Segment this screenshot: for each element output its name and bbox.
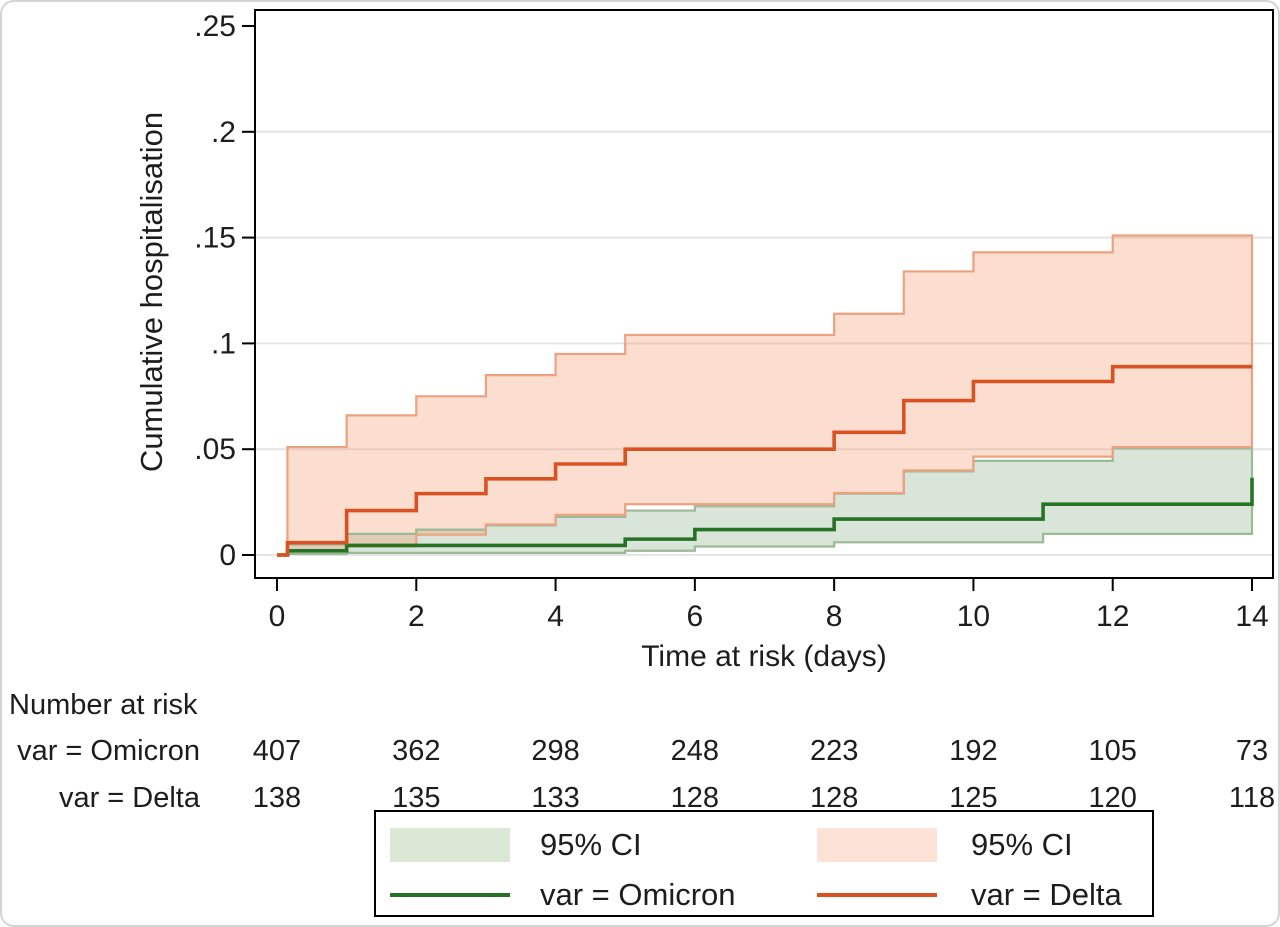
at-risk-value: 407 [252, 735, 302, 767]
at-risk-value: 128 [809, 782, 859, 814]
svg-text:.25: .25 [194, 10, 236, 43]
svg-text:8: 8 [826, 600, 843, 633]
at-risk-value: 248 [670, 735, 720, 767]
svg-text:.05: .05 [194, 433, 236, 466]
legend-swatch-omicron-ci [390, 828, 510, 862]
svg-text:0: 0 [219, 539, 236, 572]
svg-text:.15: .15 [194, 222, 236, 255]
at-risk-value: 128 [670, 782, 720, 814]
legend-item-label: 95% CI [540, 827, 642, 862]
at-risk-value: 73 [1235, 735, 1269, 767]
legend-line-omicron [390, 893, 510, 897]
legend: 95% CI 95% CI var = Omicron var = Delta [374, 810, 1154, 917]
at-risk-value: 133 [531, 782, 580, 814]
at-risk-value: 362 [392, 735, 441, 767]
svg-text:2: 2 [408, 600, 425, 633]
legend-item-label: var = Delta [971, 877, 1122, 912]
legend-line-delta [817, 893, 937, 897]
at-risk-value: 223 [809, 735, 859, 767]
x-axis-title: Time at risk (days) [641, 640, 887, 673]
at-risk-value: 298 [531, 735, 580, 767]
at-risk-value: 138 [252, 782, 302, 814]
at-risk-value: 125 [949, 782, 998, 814]
legend-item-label: var = Omicron [540, 877, 736, 912]
svg-text:12: 12 [1096, 600, 1129, 633]
svg-text:.1: .1 [211, 327, 236, 360]
at-risk-value: 105 [1088, 735, 1137, 767]
at-risk-row-label: var = Omicron [17, 735, 200, 767]
at-risk-value: 118 [1228, 782, 1276, 814]
svg-text:0: 0 [269, 600, 286, 633]
at-risk-row-label: var = Delta [58, 782, 200, 814]
at-risk-header: Number at risk [9, 689, 198, 721]
at-risk-value: 135 [392, 782, 441, 814]
svg-text:14: 14 [1235, 600, 1268, 633]
svg-text:.2: .2 [211, 116, 236, 149]
svg-text:10: 10 [957, 600, 990, 633]
at-risk-value: 192 [949, 735, 998, 767]
svg-text:4: 4 [547, 600, 564, 633]
svg-text:6: 6 [687, 600, 704, 633]
legend-swatch-delta-ci [817, 828, 937, 862]
y-axis-title: Cumulative hospitalisation [134, 111, 169, 473]
at-risk-value: 120 [1088, 782, 1137, 814]
legend-item-label: 95% CI [971, 827, 1073, 862]
